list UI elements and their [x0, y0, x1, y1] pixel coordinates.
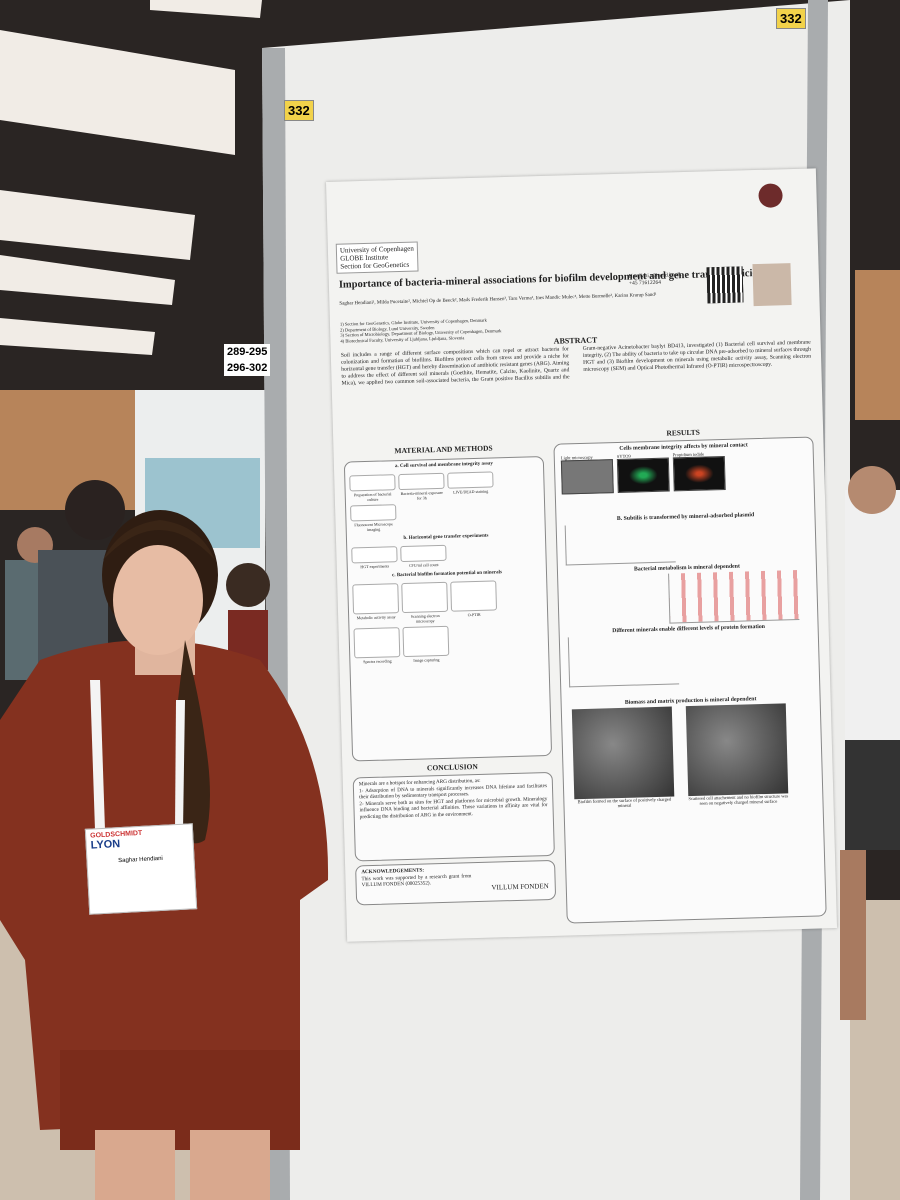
step-label: Spectra recording — [363, 658, 392, 665]
phone: +45 71612264 — [628, 279, 662, 287]
name-badge: GOLDSCHMIDT LYON Saghar Hendiani — [84, 823, 198, 915]
results-box: Cells membrane integrity affects by mine… — [553, 436, 827, 924]
acknowledgements-text: This work was supported by a research gr… — [361, 872, 472, 889]
method-step: CFU/ml cell count — [400, 544, 447, 568]
wall — [855, 270, 900, 420]
results-panel-title: Different minerals enable different leve… — [612, 623, 766, 635]
author-photo — [752, 263, 792, 307]
methods-box: a. Cell survival and membrane integrity … — [343, 456, 553, 762]
background-people — [5, 480, 270, 680]
booth-number: 332 — [776, 8, 806, 29]
ceiling-panels — [0, 0, 262, 355]
step-label: Metabolic activity assay — [356, 614, 396, 621]
method-step: HGT experiments — [351, 546, 398, 569]
sem-image — [685, 703, 789, 797]
method-step: O-PTIR — [450, 580, 498, 622]
method-step: Preparation of bacterial culture — [349, 474, 396, 502]
neighbor-number: 289-295 — [224, 344, 271, 360]
booth-number: 332 — [284, 100, 314, 121]
acknowledgements-box: ACKNOWLEDGEMENTS: This work was supporte… — [355, 859, 557, 906]
logo — [758, 183, 783, 208]
header-line: Section for GeoGenetics — [340, 260, 410, 271]
chart-placeholder — [668, 569, 800, 624]
method-step: Image capturing — [402, 625, 450, 663]
villum-logo: VILLUM FONDEN — [491, 882, 549, 892]
step-label: Image capturing — [413, 657, 440, 663]
method-step: Fluorescent Microscope imaging — [350, 504, 397, 532]
step-label: CFU/ml cell count — [408, 562, 439, 568]
micrograph — [616, 457, 670, 493]
conclusion-box: Minerals are a hotspot for enhancing ARG… — [352, 771, 555, 862]
contact: Hendiani.s@sund.ku.dk +45 71612264 — [629, 271, 709, 287]
step-label: Bacteria-mineral exposure for 3h — [400, 489, 443, 501]
method-step: Scanning electron microscopy — [401, 581, 449, 624]
step-label: HGT experiments — [360, 563, 390, 570]
qr-code — [706, 266, 744, 304]
poster-header: University of Copenhagen GLOBE Institute… — [335, 241, 419, 274]
chart-placeholder — [567, 634, 680, 688]
authors: Saghar Hendiani¹, Milda Pucetaite², Mich… — [339, 292, 657, 307]
step-label: Fluorescent Microscope imaging — [354, 521, 393, 532]
results-panel-title: B. Subtilis is transformed by mineral-ad… — [616, 512, 755, 523]
method-step: Spectra recording — [353, 627, 401, 665]
step-label: Preparation of bacterial culture — [353, 491, 392, 502]
method-step: Bacteria-mineral exposure for 3h — [398, 472, 445, 501]
step-label: Scanning electron microscopy — [410, 612, 440, 624]
chart-placeholder — [564, 522, 676, 566]
sem-caption: Biofilm formed on the surface of positiv… — [577, 796, 672, 809]
method-step: LIVE/DEAD staining — [447, 471, 494, 499]
step-label: O-PTIR — [467, 611, 481, 618]
method-step: Metabolic activity assay — [352, 583, 400, 625]
badge-name: Saghar Hendiani — [118, 855, 163, 865]
micrograph — [672, 455, 726, 492]
poster: University of Copenhagen GLOBE Institute… — [326, 168, 838, 942]
step-label: LIVE/DEAD staining — [453, 488, 489, 495]
sem-image — [571, 706, 675, 800]
sem-caption: Scattered cell attachement and no biofil… — [688, 793, 789, 806]
methods-heading: MATERIAL AND METHODS — [394, 443, 493, 456]
neighbor-number: 296-302 — [224, 360, 271, 376]
micrograph — [560, 459, 614, 495]
background-person — [840, 466, 900, 1020]
